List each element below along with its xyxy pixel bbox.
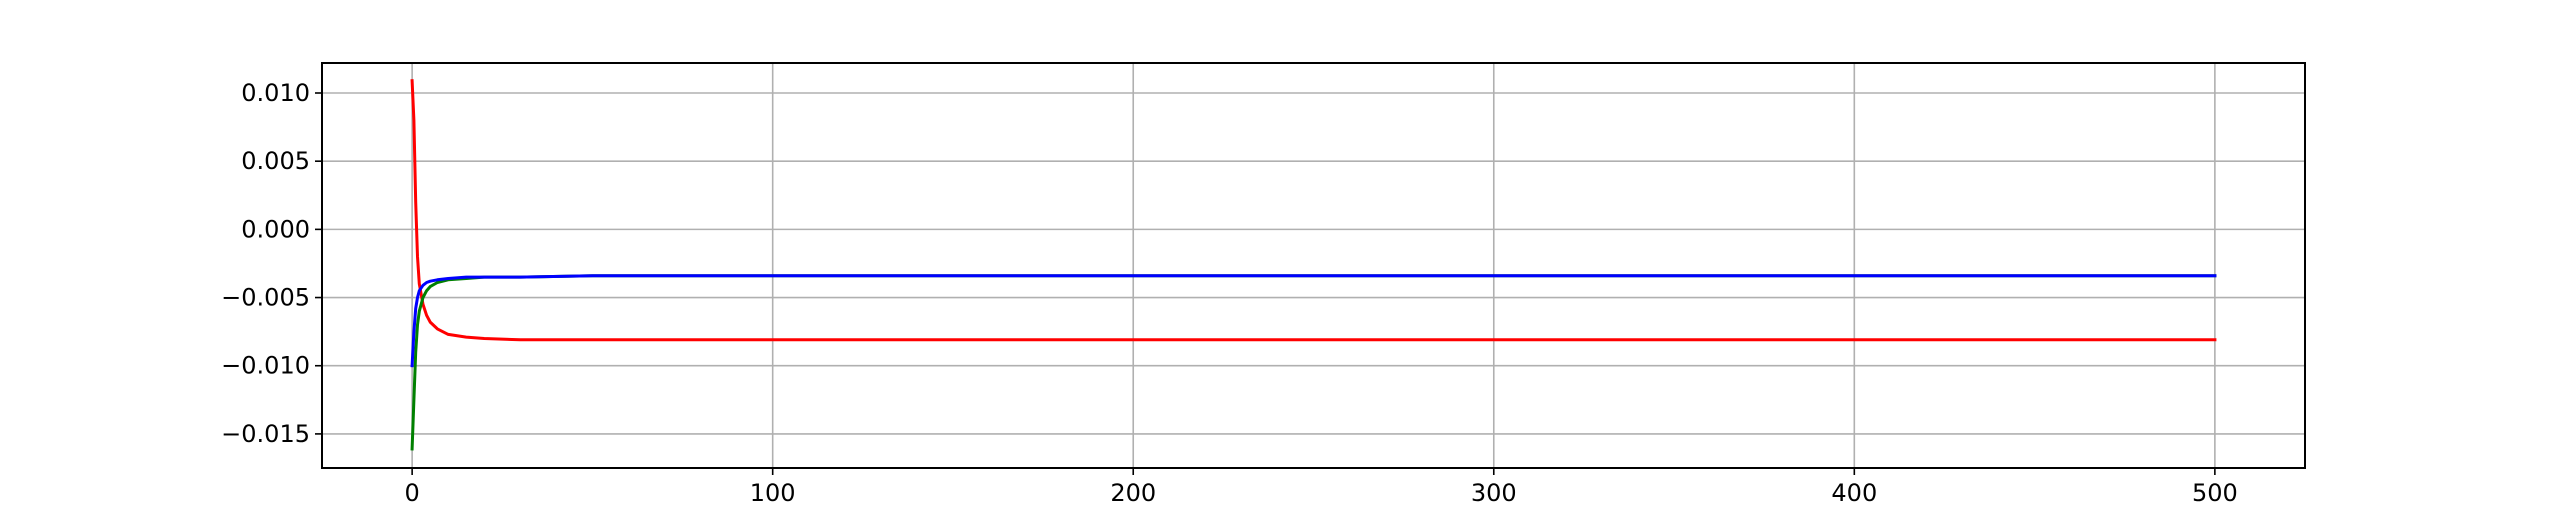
y-tick-label: −0.005	[221, 284, 310, 312]
y-tick-label: 0.000	[241, 215, 310, 243]
plot-series	[410, 79, 2217, 451]
series-line-3	[410, 274, 2217, 368]
y-tick-label: −0.015	[221, 420, 310, 448]
y-tick-label: −0.010	[221, 352, 310, 380]
x-tick-label: 500	[2192, 479, 2238, 507]
axis-ticks: 0 100 200 300 400 500 0.010 0.005 0.000 −0.005 −0.…	[221, 79, 2238, 507]
x-tick-label: 400	[1831, 479, 1877, 507]
y-tick-label: 0.005	[241, 147, 310, 175]
x-tick-label: 300	[1471, 479, 1517, 507]
x-tick-label: 0	[404, 479, 419, 507]
y-tick-label: 0.010	[241, 79, 310, 107]
x-tick-label: 100	[750, 479, 796, 507]
series-line-1	[410, 79, 2217, 342]
grid-lines	[322, 63, 2305, 468]
x-tick-label: 200	[1110, 479, 1156, 507]
plot-frame	[321, 62, 2306, 469]
